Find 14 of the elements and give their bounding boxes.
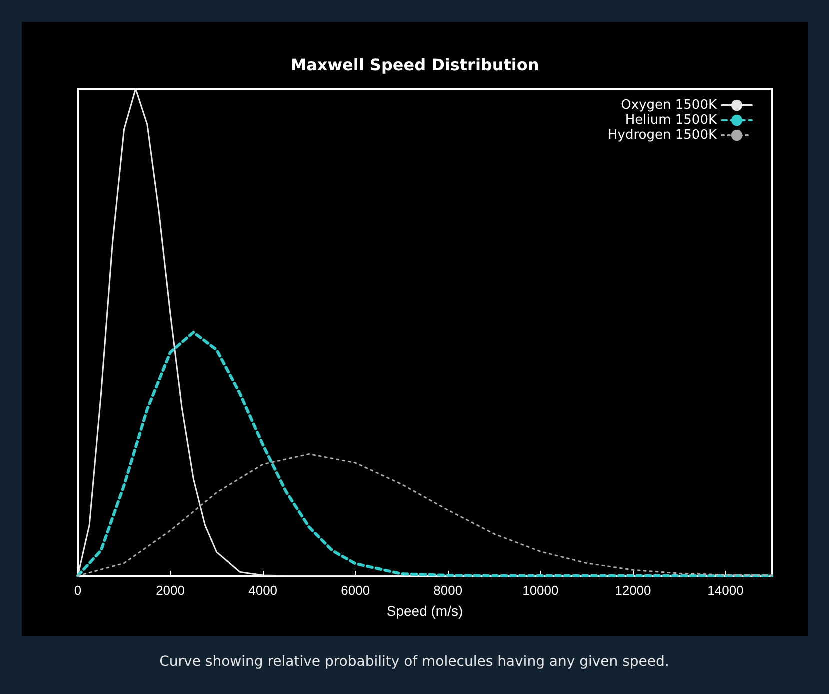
x-tick-label: 12000 xyxy=(615,583,652,598)
x-tick-label: 10000 xyxy=(522,583,559,598)
x-tick-label: 6000 xyxy=(341,583,370,598)
legend-label: Hydrogen 1500K xyxy=(608,128,718,143)
legend-label: Oxygen 1500K xyxy=(621,98,718,113)
x-axis-title: Speed (m/s) xyxy=(386,603,464,619)
x-tick-label: 8000 xyxy=(434,583,463,598)
x-tick-label: 0 xyxy=(74,583,82,598)
chart-title: Maxwell Speed Distribution xyxy=(290,56,540,74)
text: Curve showing relative probability of molecules having any given speed. xyxy=(158,654,670,670)
legend-label: Helium 1500K xyxy=(625,113,718,128)
x-tick-label: 14000 xyxy=(708,583,744,598)
x-tick-label: 4000 xyxy=(248,583,278,598)
x-tick-label: 2000 xyxy=(156,583,185,598)
